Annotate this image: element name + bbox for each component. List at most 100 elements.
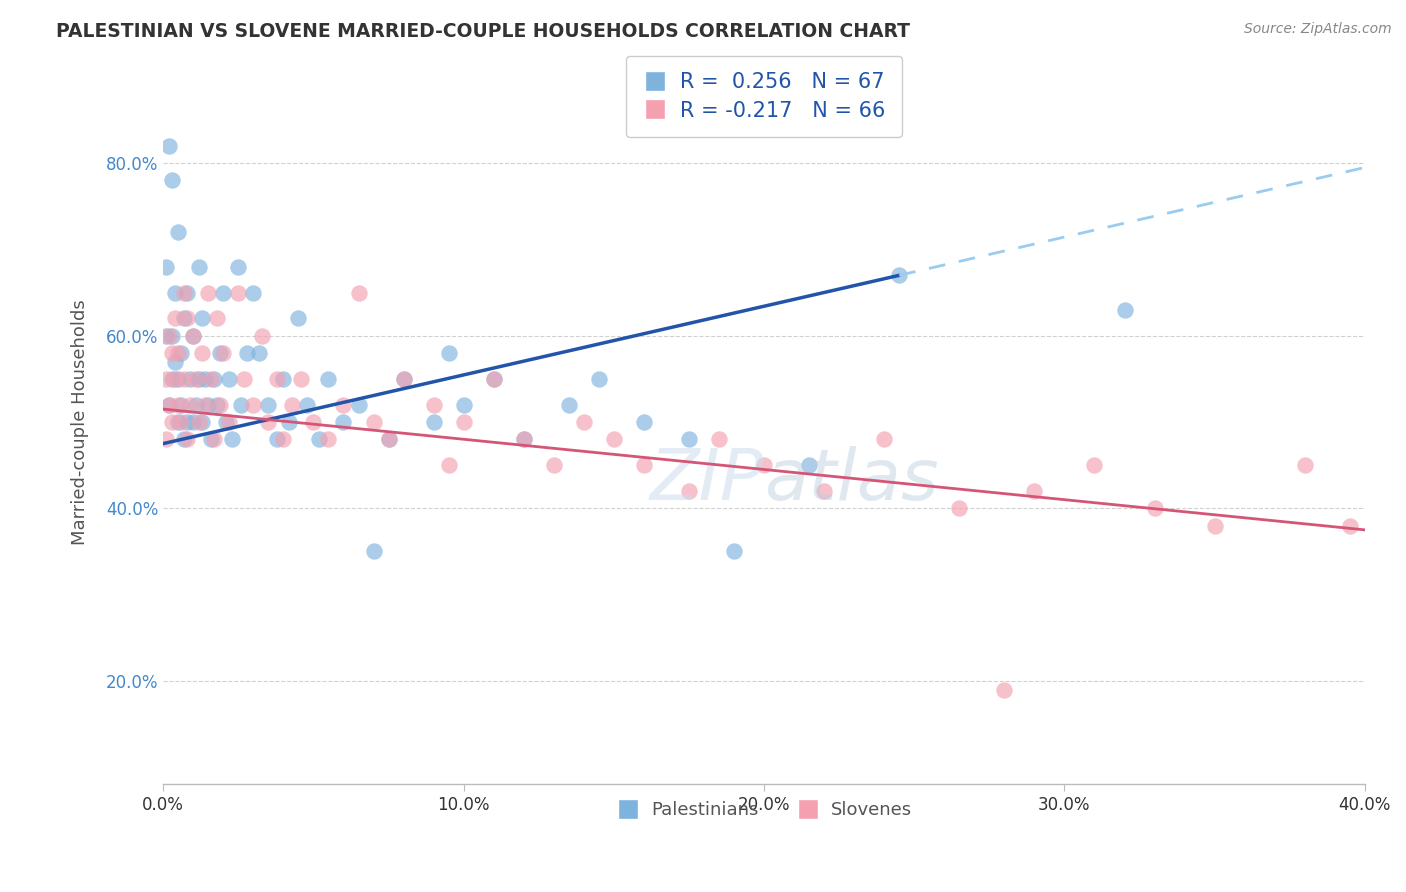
Point [173, 285, 195, 300]
Point [347, 398, 370, 412]
Point [155, 260, 177, 274]
Point [247, 346, 270, 360]
Point [176, 432, 198, 446]
Point [155, 432, 177, 446]
Point [813, 483, 835, 498]
Point [318, 432, 340, 446]
Point [218, 372, 240, 386]
Point [179, 372, 201, 386]
Point [723, 544, 745, 558]
Point [752, 458, 775, 472]
Point [207, 311, 229, 326]
Point [167, 398, 190, 412]
Point [181, 415, 204, 429]
Point [297, 398, 319, 412]
Point [155, 328, 177, 343]
Point [157, 398, 180, 412]
Point [453, 415, 475, 429]
Point [290, 372, 312, 386]
Point [202, 372, 225, 386]
Point [191, 346, 214, 360]
Point [167, 415, 190, 429]
Point [209, 346, 232, 360]
Point [252, 328, 274, 343]
Point [512, 432, 534, 446]
Point [993, 682, 1015, 697]
Point [197, 398, 219, 412]
Point [167, 372, 190, 386]
Point [162, 328, 184, 343]
Point [482, 372, 505, 386]
Point [363, 415, 385, 429]
Point [167, 346, 190, 360]
Point [170, 398, 193, 412]
Point [186, 398, 208, 412]
Point [633, 415, 655, 429]
Point [191, 311, 214, 326]
Point [236, 346, 259, 360]
Point [165, 354, 187, 368]
Point [422, 415, 444, 429]
Point [228, 260, 250, 274]
Text: Source: ZipAtlas.com: Source: ZipAtlas.com [1244, 22, 1392, 37]
Point [302, 415, 325, 429]
Point [558, 398, 581, 412]
Point [889, 268, 911, 283]
Point [572, 415, 595, 429]
Point [170, 415, 193, 429]
Point [228, 285, 250, 300]
Point [194, 372, 217, 386]
Point [278, 415, 301, 429]
Point [157, 398, 180, 412]
Point [1143, 501, 1166, 516]
Point [377, 432, 399, 446]
Point [170, 346, 193, 360]
Point [155, 372, 177, 386]
Point [165, 311, 187, 326]
Point [273, 372, 295, 386]
Point [181, 328, 204, 343]
Point [482, 372, 505, 386]
Point [209, 398, 232, 412]
Point [207, 398, 229, 412]
Point [231, 398, 253, 412]
Point [1204, 518, 1226, 533]
Point [363, 544, 385, 558]
Point [257, 415, 280, 429]
Point [707, 432, 730, 446]
Point [242, 398, 264, 412]
Point [257, 398, 280, 412]
Point [157, 328, 180, 343]
Text: atlas: atlas [763, 445, 939, 515]
Point [453, 398, 475, 412]
Point [1294, 458, 1316, 472]
Point [162, 415, 184, 429]
Point [377, 432, 399, 446]
Point [233, 372, 256, 386]
Point [948, 501, 970, 516]
Point [215, 415, 238, 429]
Point [200, 432, 222, 446]
Legend: Palestinians, Slovenes: Palestinians, Slovenes [609, 794, 920, 826]
Point [392, 372, 415, 386]
Point [202, 432, 225, 446]
Point [212, 346, 235, 360]
Point [165, 372, 187, 386]
Point [176, 415, 198, 429]
Point [347, 285, 370, 300]
Y-axis label: Married-couple Households: Married-couple Households [72, 299, 89, 545]
Point [273, 432, 295, 446]
Point [212, 285, 235, 300]
Point [1339, 518, 1361, 533]
Point [162, 346, 184, 360]
Text: ZIP: ZIP [650, 445, 763, 515]
Point [437, 458, 460, 472]
Text: PALESTINIAN VS SLOVENE MARRIED-COUPLE HOUSEHOLDS CORRELATION CHART: PALESTINIAN VS SLOVENE MARRIED-COUPLE HO… [56, 22, 910, 41]
Point [181, 328, 204, 343]
Point [165, 285, 187, 300]
Point [157, 139, 180, 153]
Point [332, 398, 354, 412]
Point [318, 372, 340, 386]
Point [422, 398, 444, 412]
Point [188, 372, 211, 386]
